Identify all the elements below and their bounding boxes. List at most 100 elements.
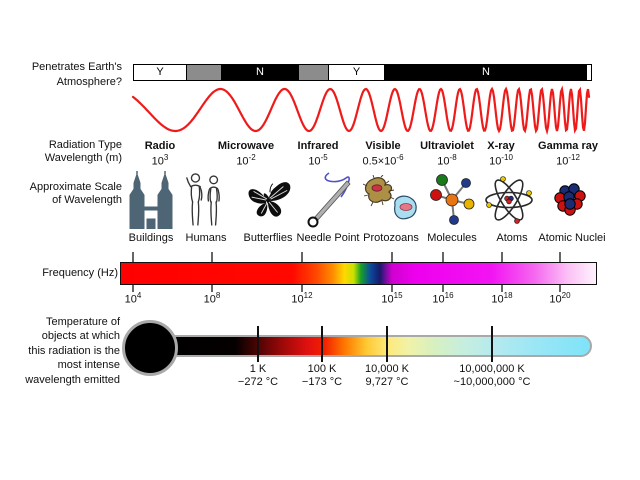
em-wave-line (131, 85, 591, 136)
frequency-tick-label: 1012 (291, 291, 312, 306)
atmosphere-segment-no: N (221, 65, 298, 80)
scale-item-butterflies (243, 170, 293, 230)
wavelength-base: 10 (236, 155, 249, 168)
atmosphere-segment-yes: Y (328, 65, 384, 80)
scale-item-molecules (429, 170, 475, 230)
atmosphere-bar: Y N Y N (133, 64, 592, 81)
scale-label-humans: Humans (185, 232, 227, 244)
atmosphere-label-line1: Penetrates Earth's (31, 61, 122, 73)
thermometer-bulb (122, 320, 178, 376)
atmosphere-segment-no: N (384, 65, 587, 80)
frequency-exp: 8 (215, 291, 221, 300)
temperature-kelvin-label: 10,000,000 K (459, 363, 525, 375)
scale-label-buildings: Buildings (128, 232, 174, 244)
frequency-base: 10 (432, 293, 445, 306)
temperature-tick (257, 326, 259, 362)
wavelength-exp: -6 (396, 153, 404, 162)
wavelength-base: 10 (489, 155, 502, 168)
scale-item-atomic-nuclei (553, 170, 587, 230)
radiation-type-ultraviolet: Ultraviolet 10-8 (420, 140, 474, 168)
scale-item-humans (183, 170, 229, 230)
wavelength-exp: 3 (163, 153, 169, 162)
temperature-label-line: objects at which (41, 330, 120, 343)
frequency-tick-label: 1020 (549, 291, 570, 306)
frequency-exp: 18 (503, 291, 513, 300)
scale-label-butterflies: Butterflies (243, 232, 293, 244)
frequency-tick-label: 104 (125, 291, 142, 306)
temperature-celsius-label: −272 °C (237, 376, 279, 388)
temperature-kelvin-label: 10,000 K (364, 363, 410, 375)
atmosphere-segment-yes: Y (134, 65, 186, 80)
atom-icon (485, 176, 533, 224)
wavelength-exp: -10 (501, 153, 513, 162)
scale-label-needle-point: Needle Point (296, 232, 360, 244)
temperature-celsius-label: −173 °C (301, 376, 343, 388)
wavelength-base: 10 (556, 155, 569, 168)
frequency-base: 10 (124, 293, 137, 306)
frequency-base: 10 (381, 293, 394, 306)
scale-item-atoms (483, 170, 535, 230)
frequency-exp: 12 (303, 291, 313, 300)
scale-row-label-line1: Approximate Scale (29, 181, 122, 193)
needle-icon (307, 172, 351, 228)
protozoans-icon (363, 175, 417, 220)
temperature-tick (321, 326, 323, 362)
frequency-exp: 15 (393, 291, 403, 300)
frequency-bar (120, 262, 597, 285)
scale-row-label-line2: of Wavelength (52, 194, 122, 206)
temperature-label-line: Temperature of (46, 316, 120, 328)
temperature-label-line: this radiation is the (28, 344, 120, 357)
wavelength-value: 0.5×10-6 (362, 153, 403, 168)
wavelength-value: 10-2 (218, 153, 274, 168)
frequency-base: 10 (491, 293, 504, 306)
temperature-label-line: wavelength emitted (25, 373, 120, 386)
radiation-type-infrared: Infrared 10-5 (298, 140, 339, 168)
atomic-nuclei-icon (554, 183, 586, 216)
wavelength-row-label: Wavelength (m) (44, 151, 122, 164)
molecule-icon (430, 174, 475, 225)
scale-label-molecules: Molecules (427, 232, 477, 244)
frequency-tick-label: 1016 (432, 291, 453, 306)
temperature-tick (491, 326, 493, 362)
temperature-celsius-label: 9,727 °C (365, 376, 409, 388)
wavelength-base: 10 (151, 155, 164, 168)
temperature-kelvin-label: 1 K (249, 363, 267, 375)
frequency-row-label: Frequency (Hz) (42, 267, 118, 279)
thermometer-tube (166, 335, 592, 357)
wavelength-value: 103 (145, 153, 176, 168)
radiation-name: Microwave (217, 140, 275, 152)
atmosphere-segment-partial (186, 65, 221, 80)
atmosphere-label: Penetrates Earth's Atmosphere? (0, 60, 122, 89)
temperature-tick (386, 326, 388, 362)
wavelength-base: 10 (437, 155, 450, 168)
frequency-exp: 16 (444, 291, 454, 300)
radiation-name: Visible (365, 140, 401, 152)
temperature-celsius-label: ~10,000,000 °C (453, 376, 531, 388)
frequency-exp: 4 (136, 291, 142, 300)
radiation-type-microwave: Microwave 10-2 (218, 140, 274, 168)
wavelength-value: 10-8 (420, 153, 474, 168)
frequency-base: 10 (203, 293, 216, 306)
atmosphere-label-line2: Atmosphere? (56, 75, 122, 88)
atmosphere-segment-partial (298, 65, 328, 80)
scale-row-label: Approximate Scale of Wavelength (0, 181, 122, 207)
radiation-type-radio: Radio 103 (145, 140, 176, 168)
scale-item-needle-point (303, 170, 353, 230)
frequency-tick-label: 108 (204, 291, 221, 306)
temperature-row-label: Temperature of objects at which this rad… (0, 315, 120, 387)
em-wave (131, 85, 591, 136)
wavelength-exp: -2 (248, 153, 256, 162)
temperature-label-line: most intense (57, 359, 120, 372)
humans-icon (186, 173, 220, 226)
wavelength-value: 10-12 (538, 153, 598, 168)
frequency-base: 10 (291, 293, 304, 306)
radiation-name: Radio (144, 140, 176, 152)
radiation-name: X-ray (487, 140, 515, 152)
radiation-name: Infrared (297, 140, 339, 152)
wavelength-base: 10 (308, 155, 321, 168)
radiation-type-visible: Visible 0.5×10-6 (362, 140, 403, 168)
frequency-exp: 20 (561, 291, 571, 300)
scale-label-protozoans: Protozoans (363, 232, 419, 244)
radiation-type-row-label: Radiation Type (48, 139, 122, 151)
